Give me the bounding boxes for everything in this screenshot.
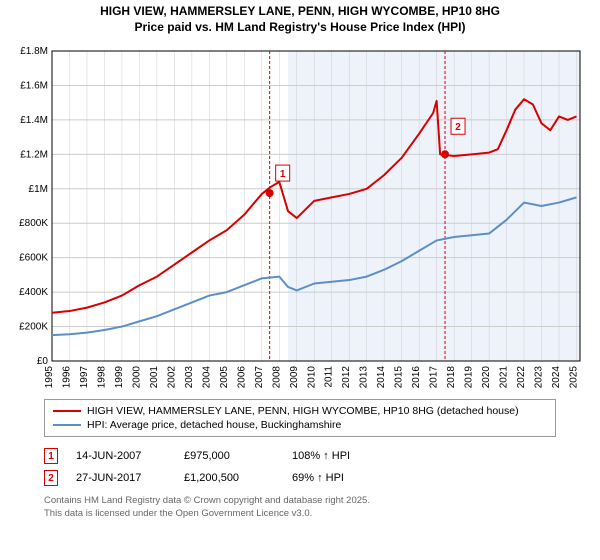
annotation-pct-2: 69% ↑ HPI bbox=[292, 472, 382, 484]
annotation-date-2: 27-JUN-2017 bbox=[76, 472, 166, 484]
svg-text:2014: 2014 bbox=[376, 366, 387, 389]
svg-text:2010: 2010 bbox=[306, 366, 317, 389]
svg-text:2002: 2002 bbox=[166, 366, 177, 389]
svg-text:2025: 2025 bbox=[569, 366, 580, 389]
annotation-row-2: 2 27-JUN-2017 £1,200,500 69% ↑ HPI bbox=[44, 467, 556, 489]
svg-text:2008: 2008 bbox=[271, 366, 282, 389]
chart-area: £0 £200K £400K £600K £800K £1M £1.2M £1.4M £1.6M… bbox=[8, 43, 592, 393]
footer-line-1: Contains HM Land Registry data © Crown c… bbox=[44, 495, 556, 507]
legend-swatch-1 bbox=[53, 410, 81, 412]
legend-box: HIGH VIEW, HAMMERSLEY LANE, PENN, HIGH W… bbox=[44, 399, 556, 437]
svg-text:1: 1 bbox=[280, 169, 286, 180]
chart-svg: £0 £200K £400K £600K £800K £1M £1.2M £1.4M £1.6M… bbox=[8, 43, 592, 393]
svg-text:£400K: £400K bbox=[19, 287, 48, 298]
annotation-row-1: 1 14-JUN-2007 £975,000 108% ↑ HPI bbox=[44, 445, 556, 467]
svg-text:1998: 1998 bbox=[96, 366, 107, 389]
title-block: HIGH VIEW, HAMMERSLEY LANE, PENN, HIGH W… bbox=[0, 0, 600, 37]
svg-text:1997: 1997 bbox=[79, 366, 90, 389]
annotation-badge-2: 2 bbox=[44, 470, 58, 486]
svg-text:2019: 2019 bbox=[464, 366, 475, 389]
annotation-price-1: £975,000 bbox=[184, 450, 274, 462]
title-line-2: Price paid vs. HM Land Registry's House … bbox=[0, 20, 600, 36]
svg-text:£1M: £1M bbox=[29, 184, 48, 195]
title-line-1: HIGH VIEW, HAMMERSLEY LANE, PENN, HIGH W… bbox=[0, 4, 600, 20]
svg-text:1999: 1999 bbox=[114, 366, 125, 389]
svg-text:2: 2 bbox=[455, 122, 461, 133]
footer-line-2: This data is licensed under the Open Gov… bbox=[44, 508, 556, 520]
svg-text:£800K: £800K bbox=[19, 218, 48, 229]
svg-text:2000: 2000 bbox=[131, 366, 142, 389]
legend-label-1: HIGH VIEW, HAMMERSLEY LANE, PENN, HIGH W… bbox=[87, 405, 519, 417]
svg-text:2003: 2003 bbox=[184, 366, 195, 389]
annotation-badge-1: 1 bbox=[44, 448, 58, 464]
svg-text:£1.6M: £1.6M bbox=[20, 81, 48, 92]
annotation-table: 1 14-JUN-2007 £975,000 108% ↑ HPI 2 27-J… bbox=[44, 445, 556, 489]
annotation-date-1: 14-JUN-2007 bbox=[76, 450, 166, 462]
svg-text:2017: 2017 bbox=[429, 366, 440, 389]
svg-text:£200K: £200K bbox=[19, 322, 48, 333]
svg-text:2018: 2018 bbox=[446, 366, 457, 389]
svg-text:2006: 2006 bbox=[236, 366, 247, 389]
annotation-pct-1: 108% ↑ HPI bbox=[292, 450, 382, 462]
svg-text:1996: 1996 bbox=[61, 366, 72, 389]
svg-text:£1.4M: £1.4M bbox=[20, 115, 48, 126]
svg-text:2020: 2020 bbox=[481, 366, 492, 389]
svg-text:2024: 2024 bbox=[551, 366, 562, 389]
legend-row-1: HIGH VIEW, HAMMERSLEY LANE, PENN, HIGH W… bbox=[53, 404, 547, 418]
legend-label-2: HPI: Average price, detached house, Buck… bbox=[87, 419, 341, 431]
svg-text:2016: 2016 bbox=[411, 366, 422, 389]
svg-text:£1.2M: £1.2M bbox=[20, 150, 48, 161]
svg-text:£1.8M: £1.8M bbox=[20, 46, 48, 57]
legend-swatch-2 bbox=[53, 424, 81, 426]
svg-text:2005: 2005 bbox=[219, 366, 230, 389]
footer: Contains HM Land Registry data © Crown c… bbox=[44, 495, 556, 520]
svg-text:£0: £0 bbox=[37, 356, 49, 367]
svg-text:2004: 2004 bbox=[201, 366, 212, 389]
svg-text:1995: 1995 bbox=[44, 366, 55, 389]
chart-container: HIGH VIEW, HAMMERSLEY LANE, PENN, HIGH W… bbox=[0, 0, 600, 560]
svg-text:£600K: £600K bbox=[19, 253, 48, 264]
svg-text:2009: 2009 bbox=[289, 366, 300, 389]
svg-text:2011: 2011 bbox=[324, 366, 335, 388]
svg-text:2022: 2022 bbox=[516, 366, 527, 389]
svg-text:2012: 2012 bbox=[341, 366, 352, 389]
svg-text:2013: 2013 bbox=[359, 366, 370, 389]
svg-text:2007: 2007 bbox=[254, 366, 265, 389]
svg-text:2001: 2001 bbox=[149, 366, 160, 389]
svg-text:2015: 2015 bbox=[394, 366, 405, 389]
svg-text:2023: 2023 bbox=[534, 366, 545, 389]
svg-text:2021: 2021 bbox=[499, 366, 510, 389]
legend-row-2: HPI: Average price, detached house, Buck… bbox=[53, 418, 547, 432]
annotation-price-2: £1,200,500 bbox=[184, 472, 274, 484]
